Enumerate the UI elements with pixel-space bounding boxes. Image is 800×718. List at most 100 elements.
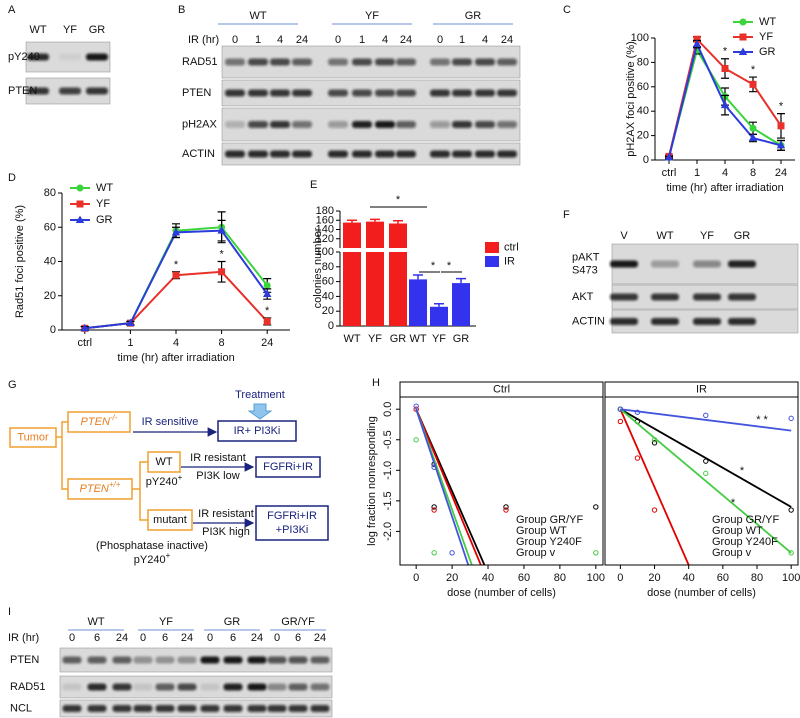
band [497, 121, 517, 128]
x-tick-label: 8 [219, 337, 225, 349]
x-tick-label: 80 [554, 572, 566, 584]
x-tick-label: 60 [518, 572, 530, 584]
point [76, 200, 84, 208]
band [352, 58, 372, 66]
band [59, 53, 81, 61]
point [749, 80, 757, 88]
panel-letter: A [8, 4, 16, 16]
band [375, 121, 395, 128]
x-tick-label: 20 [446, 572, 458, 584]
bracket [56, 421, 68, 490]
annotation: * * [756, 414, 768, 426]
x-tick-label: 40 [482, 572, 494, 584]
lane-label: 0 [207, 632, 213, 644]
lane-label: YF [700, 230, 714, 242]
lane-label: 24 [116, 632, 128, 644]
x-tick-label: 40 [683, 572, 695, 584]
y-axis-label: colonies number [312, 227, 324, 308]
lane-axis-label: IR (hr) [188, 34, 219, 46]
plot-frame [604, 396, 799, 566]
band [133, 683, 153, 691]
band [430, 89, 450, 97]
bar [409, 279, 427, 326]
y-tick-label: 0.0 [382, 402, 394, 417]
panel-letter: C [563, 4, 571, 16]
point [171, 227, 181, 236]
band [247, 705, 267, 712]
point [651, 507, 658, 513]
fit-line [619, 408, 792, 508]
panel-letter: D [8, 172, 16, 184]
x-tick-label: 20 [648, 572, 660, 584]
band [177, 683, 197, 691]
lane-label: 0 [437, 34, 443, 46]
band [693, 318, 721, 325]
y-tick-label: 20 [637, 130, 649, 142]
lane-label: 0 [69, 632, 75, 644]
plot-area [413, 403, 599, 565]
x-tick-label: YF [432, 333, 446, 345]
lane-label: 24 [181, 632, 193, 644]
band [247, 683, 267, 691]
band [292, 121, 312, 128]
band [270, 58, 290, 66]
band [62, 683, 82, 691]
point [721, 65, 729, 72]
x-tick-label: ctrl [77, 337, 92, 349]
x-tick-label: GR [453, 333, 470, 345]
legend-label: GR [96, 214, 113, 226]
band [62, 705, 82, 712]
point [593, 550, 599, 556]
band [452, 89, 472, 97]
legend-label: GR [759, 46, 776, 58]
point [593, 504, 599, 510]
band [87, 705, 107, 712]
bracket [132, 461, 148, 521]
band [375, 150, 395, 158]
lane-label: 1 [255, 34, 261, 46]
node-text: Treatment [235, 389, 285, 401]
lane-label: 24 [314, 632, 326, 644]
node-text: PTEN+/+ [80, 480, 121, 495]
panel-letter: B [178, 4, 185, 16]
row-label: pY240 [8, 51, 40, 63]
y-tick-label: 60 [322, 276, 334, 288]
band [267, 683, 287, 691]
point [617, 406, 624, 412]
bar [389, 252, 407, 326]
legend-label: WT [759, 16, 776, 28]
y-tick-label: 80 [637, 56, 649, 68]
panel-letter: E [310, 179, 317, 191]
legend-swatch [485, 242, 499, 253]
lane-label: WT [656, 230, 673, 242]
point [703, 412, 709, 419]
band [292, 89, 312, 97]
lane-label: 24 [296, 34, 308, 46]
lane-label: 0 [274, 632, 280, 644]
band [248, 58, 268, 66]
band [310, 656, 330, 664]
point [617, 418, 624, 425]
plot-frame [399, 396, 604, 566]
box [217, 420, 297, 442]
y-tick-label: 0 [643, 154, 649, 166]
fit-line [415, 408, 470, 565]
legend-label: IR [504, 256, 515, 268]
node-text: PTEN-/- [81, 413, 118, 428]
bar [343, 252, 361, 326]
row-label: PTEN [182, 87, 211, 99]
group-label: YF [365, 10, 379, 22]
bar [389, 223, 407, 248]
row-label: AKT [572, 291, 594, 303]
band [248, 89, 268, 97]
band [310, 705, 330, 712]
band [225, 150, 245, 158]
point [703, 470, 709, 477]
row-label: RAD51 [10, 681, 45, 693]
x-tick-label: 100 [782, 572, 800, 584]
box [255, 456, 321, 478]
lane-label: 4 [382, 34, 388, 46]
band [292, 58, 312, 66]
point [651, 440, 658, 446]
box [147, 509, 193, 531]
